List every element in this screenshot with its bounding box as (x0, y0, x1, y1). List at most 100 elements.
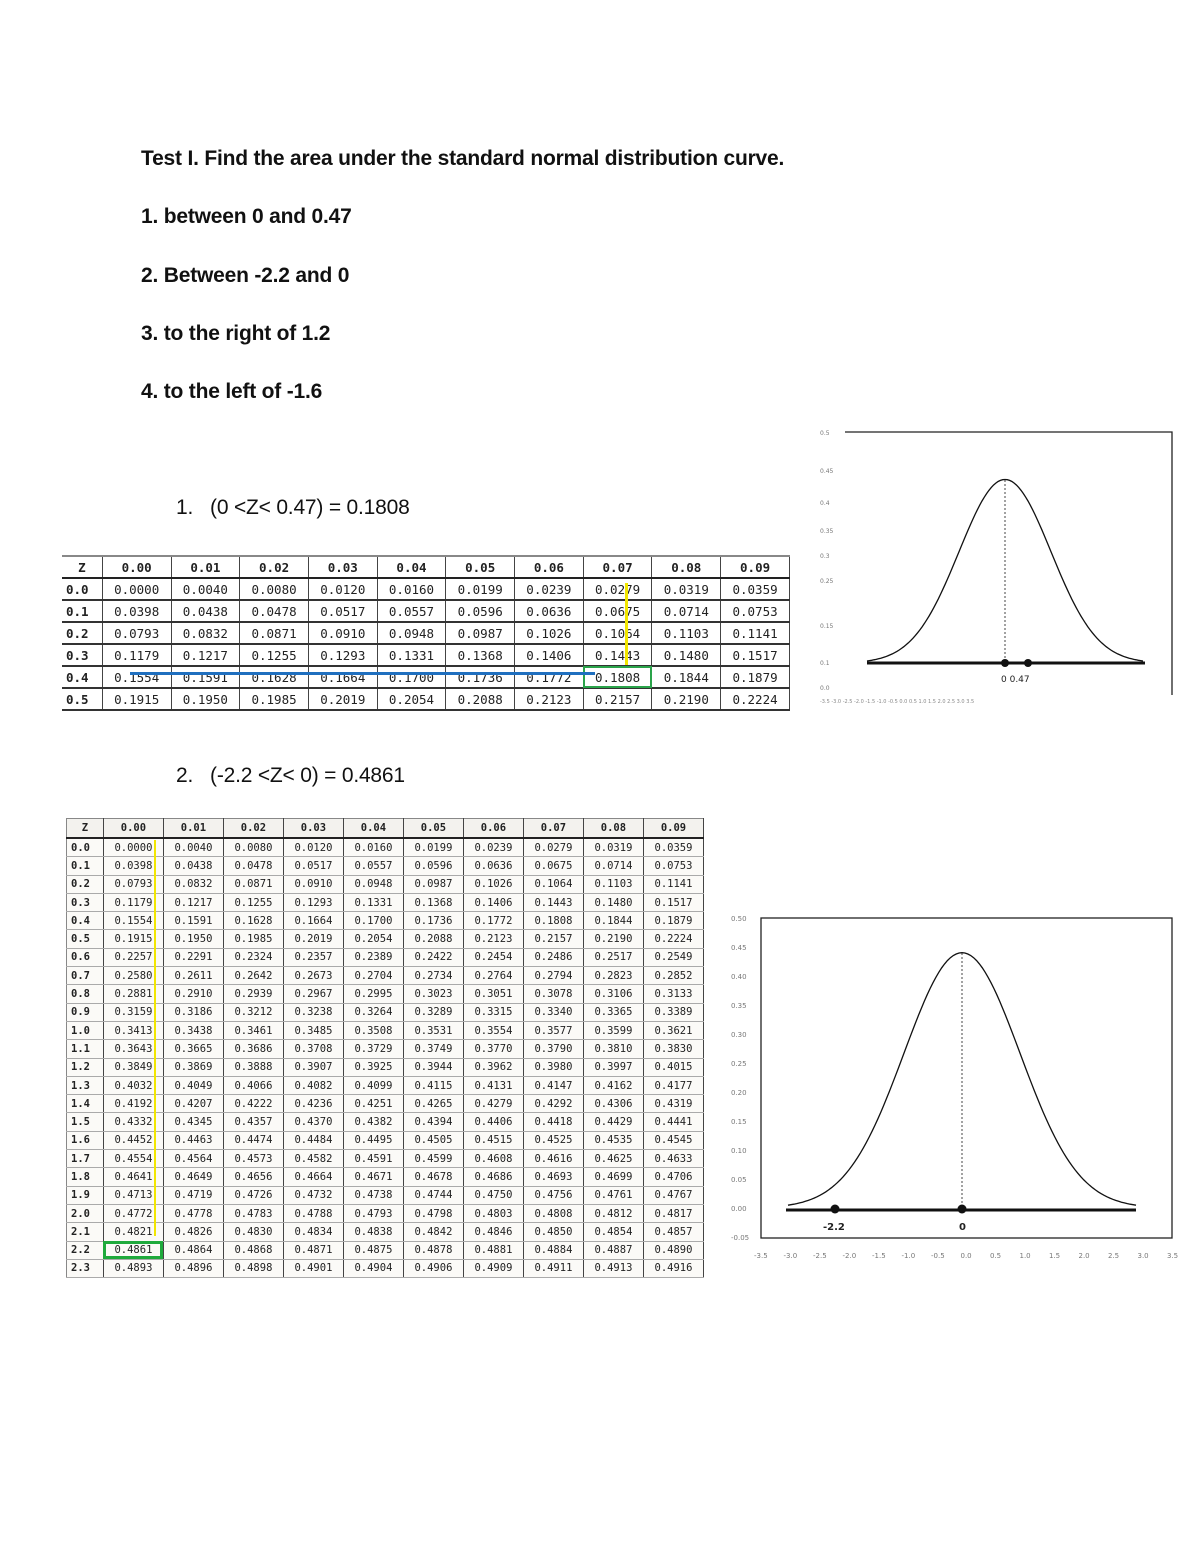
table-cell: 0.3554 (462, 1021, 524, 1041)
z-table-1: Z 0.00 0.01 0.02 0.03 0.04 0.05 0.06 0.07 0.08 0.0… (62, 555, 790, 711)
answer-1-expression: (0 <Z< 0.47) = 0.1808 (210, 496, 410, 519)
table-cell: 0.2291 (162, 948, 224, 968)
question-1: 1. between 0 and 0.47 (141, 205, 352, 228)
table-cell: 0.4370 (282, 1112, 344, 1132)
answer-1: 1. (0 <Z< 0.47) = 0.1808 (176, 496, 410, 520)
table-cell: 0.3830 (642, 1039, 705, 1059)
table-cell: 0.3962 (462, 1058, 524, 1077)
table-cell: 0.0793 (101, 622, 172, 645)
table-cell: 0.2764 (462, 966, 524, 986)
table-cell: 0.0793 (102, 875, 164, 894)
table-row: 0.2 0.0793 0.0832 0.0871 0.0910 0.0948 0.0987 0… (62, 622, 790, 645)
svg-text:0.25: 0.25 (820, 578, 834, 585)
table-cell: 0.3186 (162, 1003, 224, 1022)
table-cell: 0.4394 (402, 1112, 464, 1132)
table-cell: 0.4713 (102, 1186, 164, 1205)
table-row: 0.8 0.2881 0.2910 0.2939 0.2967 0.2995 0.3023 0… (66, 984, 705, 1004)
table-cell: 0.1141 (642, 875, 705, 894)
table-cell: 0.4893 (102, 1259, 164, 1279)
row-header-z: 1.7 (66, 1149, 104, 1169)
table-cell: 0.4573 (222, 1149, 284, 1169)
table-cell: 0.4591 (342, 1149, 404, 1169)
table-cell: 0.3238 (282, 1003, 344, 1022)
table-cell: 0.3365 (582, 1003, 644, 1022)
table-cell: 0.2324 (222, 948, 284, 968)
table-cell: 0.4429 (582, 1112, 644, 1132)
table-cell: 0.0871 (239, 622, 309, 645)
table-row: 2.1 0.4821 0.4826 0.4830 0.4834 0.4838 0.4842 0… (66, 1222, 705, 1242)
table-cell: 0.1950 (162, 929, 224, 949)
table-cell: 0.0557 (342, 856, 404, 876)
table-cell: 0.4857 (642, 1222, 705, 1242)
table-cell: 0.1772 (514, 666, 584, 689)
table-cell: 0.1293 (307, 644, 378, 667)
x-tick-label: 2.5 (1108, 1252, 1119, 1260)
row-header-z: 0.5 (62, 688, 103, 711)
x-tick-label: 0.5 (990, 1252, 1001, 1260)
table-row: 2.2 0.4861 0.4864 0.4868 0.4871 0.4875 0.4878 0… (66, 1241, 705, 1260)
table-cell: 0.2224 (720, 688, 790, 711)
table-cell: 0.1591 (170, 666, 241, 689)
table-cell: 0.1331 (342, 893, 404, 913)
table-cell: 0.4131 (462, 1076, 524, 1096)
table-cell: 0.3749 (402, 1039, 464, 1059)
table-row: 1.7 0.4554 0.4564 0.4573 0.4582 0.4591 0.4599 0… (66, 1149, 705, 1169)
table-cell: 0.0910 (282, 875, 344, 894)
y-tick-label: 0.10 (731, 1147, 747, 1155)
table-cell: 0.4177 (642, 1076, 705, 1096)
table-cell: 0.0910 (307, 622, 378, 645)
column-header: 0.09 (642, 818, 705, 839)
table-cell: 0.0000 (102, 838, 164, 858)
answer-2-expression: (-2.2 <Z< 0) = 0.4861 (210, 764, 405, 787)
table-cell: 0.0279 (522, 838, 584, 858)
table-cell: 0.0398 (101, 600, 172, 623)
table-row: 0.1 0.0398 0.0438 0.0478 0.0517 0.0557 0.0596 0… (66, 856, 705, 876)
table-cell: 0.1628 (239, 666, 309, 689)
table-cell: 0.4678 (402, 1167, 464, 1187)
table-cell: 0.2580 (102, 966, 164, 986)
table-cell: 0.4826 (162, 1222, 224, 1242)
table-cell: 0.0040 (170, 578, 241, 601)
table-cell: 0.4783 (222, 1204, 284, 1224)
row-header-z: 0.7 (66, 966, 104, 986)
row-header-z: 1.4 (66, 1094, 104, 1114)
answer-2-label: 2. (176, 764, 194, 787)
highlighted-cell: 0.4861 (102, 1241, 164, 1260)
table-cell: 0.2549 (642, 948, 705, 968)
svg-text:0.3: 0.3 (820, 553, 830, 560)
marker-label-0: 0 (959, 1222, 966, 1233)
table-cell: 0.1026 (462, 875, 524, 894)
table-cell: 0.3849 (102, 1058, 164, 1077)
column-header: 0.05 (402, 818, 464, 839)
row-header-z: 0.4 (62, 666, 103, 689)
x-tick-label: 1.5 (1049, 1252, 1060, 1260)
table-cell: 0.2881 (102, 984, 164, 1004)
table-cell: 0.3051 (462, 984, 524, 1004)
table-row: 0.2 0.0793 0.0832 0.0871 0.0910 0.0948 0.0987 0… (66, 875, 705, 894)
table-cell: 0.4671 (342, 1167, 404, 1187)
table-cell: 0.4656 (222, 1167, 284, 1187)
table-cell: 0.2642 (222, 966, 284, 986)
table-cell: 0.2673 (282, 966, 344, 986)
x-tick-label: -0.5 (931, 1252, 945, 1260)
table-cell: 0.4812 (582, 1204, 644, 1224)
table-cell: 0.2054 (376, 688, 447, 711)
row-header-z: 1.3 (66, 1076, 104, 1096)
table-cell: 0.0199 (445, 578, 516, 601)
table-cell: 0.4850 (522, 1222, 584, 1242)
table-row: 1.8 0.4641 0.4649 0.4656 0.4664 0.4671 0.4678 0… (66, 1167, 705, 1187)
x-tick-label: 2.0 (1079, 1252, 1090, 1260)
column-header: 0.00 (101, 556, 172, 579)
table-cell: 0.0714 (651, 600, 722, 623)
table-cell: 0.1293 (282, 893, 344, 913)
svg-text:0.0: 0.0 (820, 685, 830, 692)
table-cell: 0.4162 (582, 1076, 644, 1096)
column-header: 0.01 (170, 556, 241, 579)
table-cell: 0.0753 (642, 856, 705, 876)
column-header: 0.09 (720, 556, 790, 579)
row-header-z: 0.1 (62, 600, 103, 623)
table-row: 0.4 0.1554 0.1591 0.1628 0.1664 0.1700 0.1736 0… (62, 666, 790, 689)
table-cell: 0.4406 (462, 1112, 524, 1132)
table-row: 0.6 0.2257 0.2291 0.2324 0.2357 0.2389 0.2422 0… (66, 948, 705, 968)
table-cell: 0.4545 (642, 1131, 705, 1151)
